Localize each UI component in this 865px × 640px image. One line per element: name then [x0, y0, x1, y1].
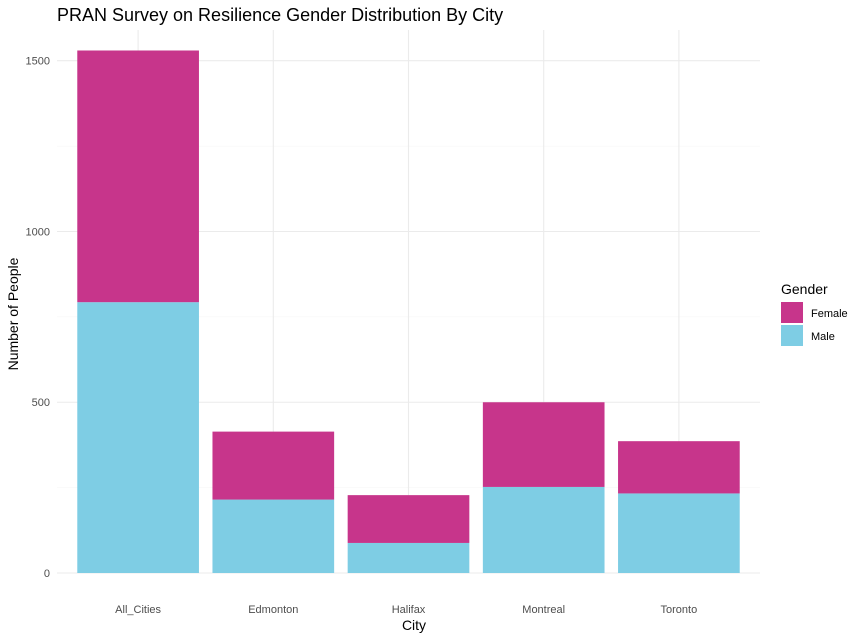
- bar-female-all-cities: [77, 50, 199, 303]
- x-axis-ticks: All_Cities Edmonton Halifax Montreal Toronto: [115, 604, 697, 616]
- y-tick-label: 0: [44, 568, 50, 580]
- bar-female-toronto: [618, 441, 740, 494]
- x-tick-label: Montreal: [522, 604, 565, 616]
- x-tick-label: Edmonton: [248, 604, 298, 616]
- bar-female-halifax: [347, 495, 470, 543]
- y-tick-label: 1000: [26, 226, 50, 238]
- bar-male-edmonton: [212, 499, 335, 573]
- y-axis-ticks: 0 500 1000 1500: [26, 56, 50, 580]
- y-tick-label: 1500: [26, 56, 50, 68]
- bar-male-toronto: [618, 493, 740, 573]
- chart-title: PRAN Survey on Resilience Gender Distrib…: [57, 5, 503, 25]
- legend-label-male: Male: [811, 331, 835, 343]
- legend-swatch-female: [781, 302, 803, 323]
- legend-entries: Female Male: [781, 302, 848, 346]
- legend-title: Gender: [781, 281, 828, 297]
- bar-female-edmonton: [212, 431, 335, 500]
- bar-male-montreal: [482, 486, 605, 573]
- bars: [77, 50, 740, 573]
- bar-male-all-cities: [77, 302, 199, 573]
- x-axis-title: City: [402, 617, 426, 633]
- x-tick-label: Toronto: [661, 604, 698, 616]
- x-tick-label: All_Cities: [115, 604, 161, 616]
- y-tick-label: 500: [32, 397, 50, 409]
- legend-label-female: Female: [811, 308, 848, 320]
- legend-swatch-male: [781, 325, 803, 346]
- y-axis-title: Number of People: [5, 257, 21, 370]
- bar-male-halifax: [347, 542, 470, 573]
- bar-female-montreal: [482, 402, 605, 487]
- legend: Gender Female Male: [781, 281, 848, 346]
- x-tick-label: Halifax: [392, 604, 426, 616]
